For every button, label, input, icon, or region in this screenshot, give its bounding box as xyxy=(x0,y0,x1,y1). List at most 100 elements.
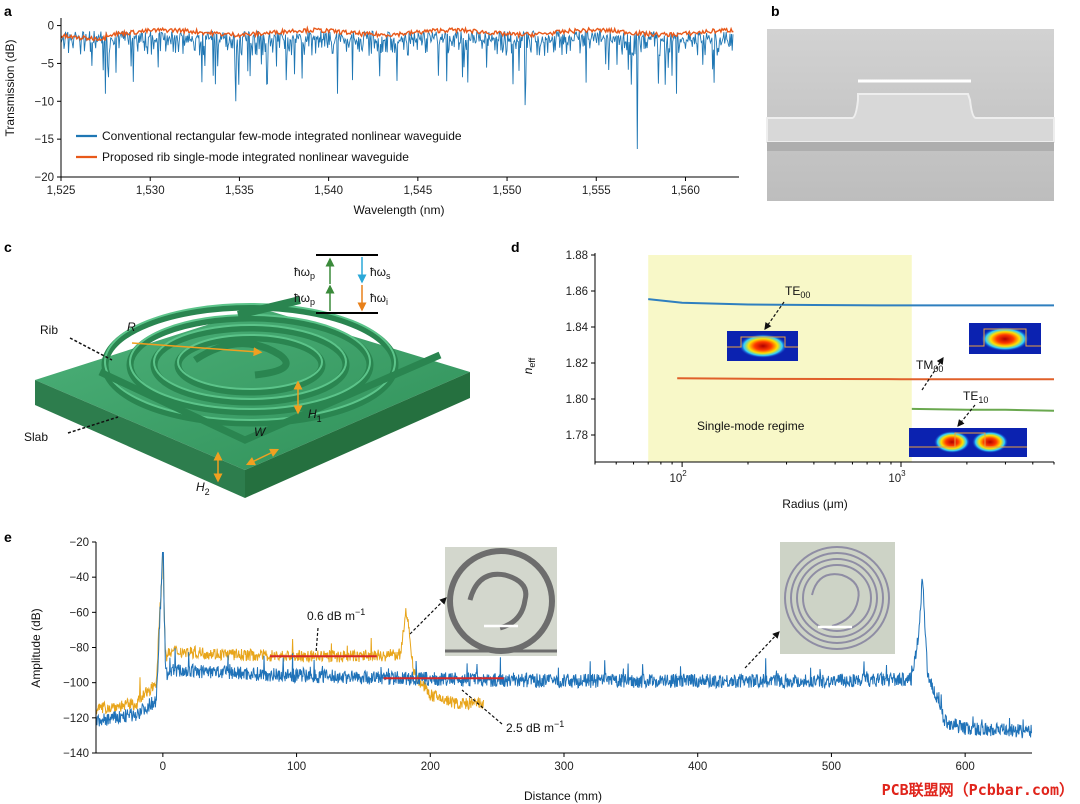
d-series-te00 xyxy=(648,298,1054,307)
a-y-axis-label: Transmission (dB) xyxy=(3,40,17,137)
rib-spiral-micrograph xyxy=(445,547,557,656)
a-legend-label-conventional: Conventional rectangular few-mode integr… xyxy=(102,129,462,143)
e-y-tick-label: −80 xyxy=(69,643,89,655)
a-x-tick-label: 1,560 xyxy=(671,185,700,197)
rib-leader xyxy=(69,337,113,361)
chart-e: −20 −40 −60 −80 −100 −120 −140 0 100 200 300 400 500… xyxy=(29,537,1032,803)
te10-pointer xyxy=(957,404,976,427)
a-x-tick-label: 1,540 xyxy=(314,185,343,197)
tm00-pointer xyxy=(921,356,944,391)
e-y-tick-label: −120 xyxy=(63,713,89,725)
e-y-tick-label: −100 xyxy=(63,678,89,690)
a-y-tick-label: −20 xyxy=(34,172,54,184)
radius-arrow xyxy=(131,342,263,357)
d-y-tick-label: 1.86 xyxy=(566,286,588,298)
d-y-tick-label: 1.88 xyxy=(566,250,588,262)
d-y-tick-label: 1.84 xyxy=(566,322,589,334)
panel-label-b: b xyxy=(771,3,780,19)
a-legend: Conventional rectangular few-mode integr… xyxy=(76,129,462,164)
device-diagram: Rib Slab R H1 W H2 ħωp ħωp ħωs ħωi xyxy=(24,254,470,498)
e-y-tick-label: −60 xyxy=(69,607,89,619)
loss-label-conventional: 2.5 dB m−1 xyxy=(506,719,564,735)
signal-label: ħωs xyxy=(370,265,391,281)
loss-label-rib: 0.6 dB m−1 xyxy=(307,607,365,623)
te00-label: TE00 xyxy=(785,284,810,300)
tm00-mode-profile xyxy=(969,323,1041,354)
a-x-tick-label: 1,555 xyxy=(582,185,611,197)
a-x-tick-label: 1,535 xyxy=(225,185,254,197)
chart-a: 1,525 1,530 1,535 1,540 1,545 1,550 1,555 1,560… xyxy=(3,18,739,217)
e-y-tick-label: −20 xyxy=(69,537,89,549)
sem-rib-profile xyxy=(766,93,1055,143)
d-x-tick-exponent: 3 xyxy=(901,469,906,478)
conventional-spiral-micrograph xyxy=(780,542,895,654)
d-series-te10 xyxy=(911,407,1055,412)
w-arrow xyxy=(245,448,280,466)
d-series-tm00 xyxy=(677,377,1054,381)
d-y-tick-label: 1.82 xyxy=(566,358,588,370)
a-series-rib xyxy=(60,25,734,42)
a-x-tick-label: 1,550 xyxy=(493,185,522,197)
slab-label: Slab xyxy=(24,430,48,444)
sem-image xyxy=(766,29,1055,201)
h2-label: H2 xyxy=(196,480,210,497)
idler-label: ħωi xyxy=(370,291,388,307)
e-y-tick-label: −40 xyxy=(69,572,89,584)
e-y-axis-label: Amplitude (dB) xyxy=(29,608,43,687)
output-rib xyxy=(237,296,301,319)
e-x-tick-label: 100 xyxy=(287,761,306,773)
h1-label: H1 xyxy=(308,407,322,424)
tm00-label: TM00 xyxy=(916,358,943,374)
d-y-tick-label: 1.80 xyxy=(566,394,588,406)
e-x-tick-label: 300 xyxy=(554,761,573,773)
e-x-tick-label: 600 xyxy=(956,761,975,773)
slab-leader xyxy=(67,416,119,434)
e-x-tick-label: 400 xyxy=(688,761,707,773)
panel-label-a: a xyxy=(4,3,12,19)
panel-label-c: c xyxy=(4,239,12,255)
e-series-conventional xyxy=(95,552,1032,739)
sem-substrate-edge xyxy=(767,142,1054,151)
spiral-rib-highlight xyxy=(104,303,396,421)
e-x-tick-label: 500 xyxy=(822,761,841,773)
pump-label-2: ħωp xyxy=(294,291,315,307)
a-x-axis-label: Wavelength (nm) xyxy=(354,203,445,217)
slab-left-face xyxy=(35,380,245,498)
straight-rib xyxy=(98,351,442,444)
panel-label-d: d xyxy=(511,239,520,255)
d-x-tick-label: 103 xyxy=(888,469,906,485)
single-mode-regime-label: Single-mode regime xyxy=(697,419,805,433)
a-x-tick-label: 1,525 xyxy=(47,185,76,197)
e-x-axis-label: Distance (mm) xyxy=(524,789,602,803)
d-y-axis-label: neff xyxy=(521,357,537,374)
rib-micrograph-pointer xyxy=(409,597,447,635)
e-x-tick-label: 200 xyxy=(421,761,440,773)
w-label: W xyxy=(254,425,267,439)
panel-label-e: e xyxy=(4,529,12,545)
a-y-tick-label: −10 xyxy=(34,96,54,108)
r-label: R xyxy=(127,320,136,334)
a-y-tick-label: −15 xyxy=(34,134,54,146)
e-y-tick-label: −140 xyxy=(63,748,89,760)
loss-pointer-conventional xyxy=(461,689,503,725)
conventional-micrograph-pointer xyxy=(744,631,780,669)
d-x-tick-exponent: 2 xyxy=(682,469,687,478)
chart-d: 1.78 1.80 1.82 1.84 1.86 1.88 102 103 Single-mo… xyxy=(521,250,1055,511)
slab-right-face xyxy=(245,372,470,498)
e-x-tick-label: 0 xyxy=(160,761,166,773)
a-x-tick-label: 1,530 xyxy=(136,185,165,197)
loss-pointer-rib xyxy=(315,627,319,654)
a-y-tick-label: 0 xyxy=(48,21,54,33)
te10-label: TE10 xyxy=(963,389,988,405)
te10-mode-profile xyxy=(909,428,1027,457)
a-series-conventional xyxy=(60,29,734,150)
d-x-tick-label: 102 xyxy=(669,469,687,485)
watermark: PCB联盟网（Pcbbar.com） xyxy=(881,781,1074,799)
a-legend-label-rib: Proposed rib single-mode integrated nonl… xyxy=(102,150,409,164)
d-y-tick-label: 1.78 xyxy=(566,430,588,442)
a-y-tick-label: −5 xyxy=(41,58,54,70)
e-series-rib xyxy=(95,555,484,715)
rib-label: Rib xyxy=(40,323,58,337)
te00-pointer xyxy=(764,301,785,330)
